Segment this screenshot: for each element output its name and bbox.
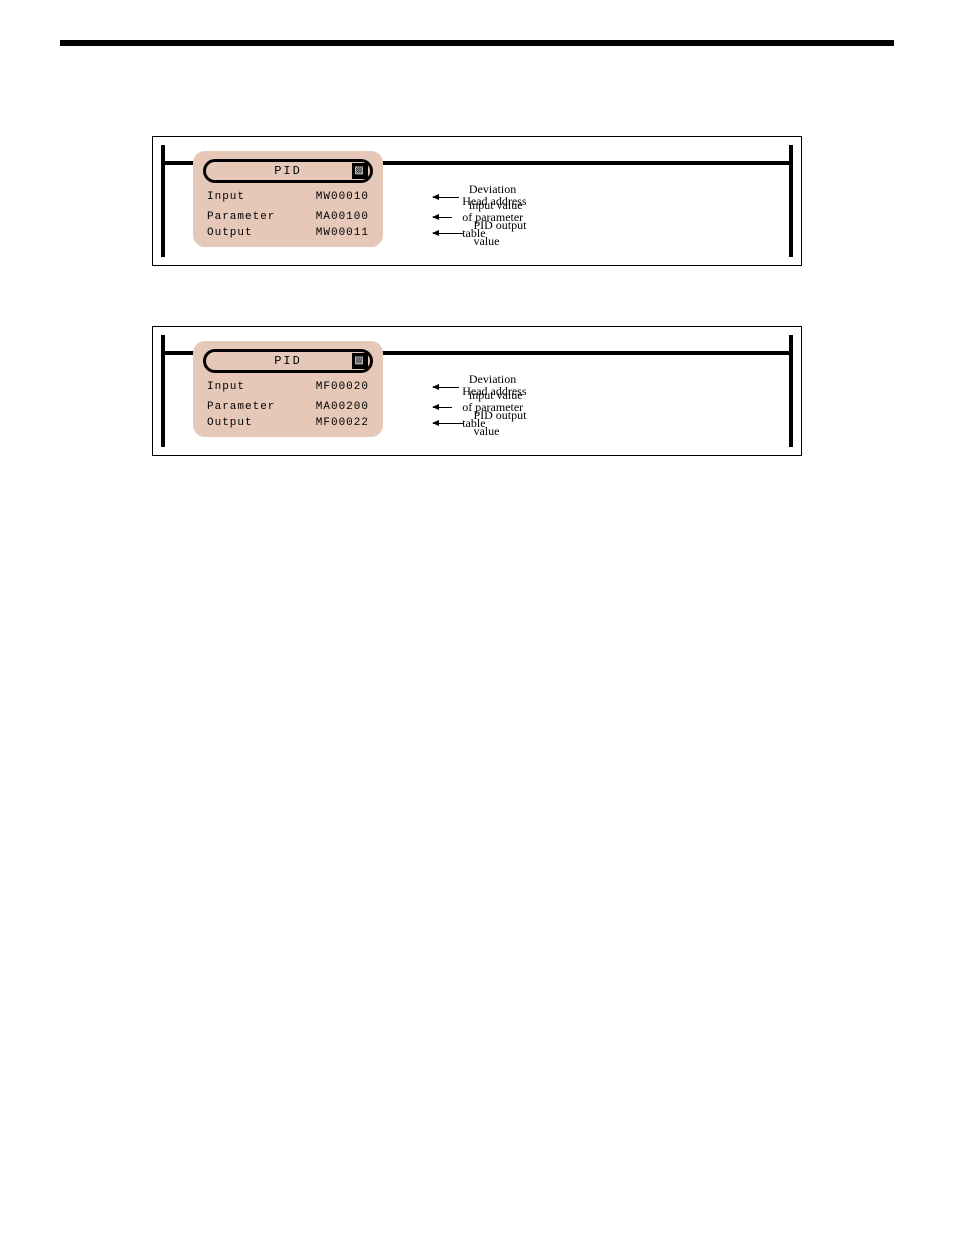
param-key: Input bbox=[207, 379, 245, 395]
arrow-left-icon bbox=[433, 407, 452, 408]
arrow-left-icon bbox=[433, 423, 463, 424]
diagram-frame: PID ▨ Input MW00010 Parameter MA00100 Ou… bbox=[152, 136, 802, 266]
function-block: PID ▨ Input MW00010 Parameter MA00100 Ou… bbox=[203, 159, 373, 243]
annotation-column: Deviation input value Head address of pa… bbox=[433, 379, 533, 431]
param-key: Output bbox=[207, 225, 253, 241]
param-key: Parameter bbox=[207, 399, 275, 415]
param-value: MW00011 bbox=[316, 225, 369, 241]
annotation: PID output value bbox=[433, 225, 533, 241]
block-title-pill: PID ▨ bbox=[203, 159, 373, 183]
param-row: Input MW00010 bbox=[207, 189, 369, 205]
param-row: Parameter MA00200 bbox=[207, 399, 369, 415]
expand-icon: ▨ bbox=[352, 163, 368, 179]
param-value: MF00022 bbox=[316, 415, 369, 431]
function-block: PID ▨ Input MF00020 Parameter MA00200 Ou… bbox=[203, 349, 373, 433]
block-title: PID bbox=[274, 164, 302, 178]
param-value: MW00010 bbox=[316, 189, 369, 205]
page: PID ▨ Input MW00010 Parameter MA00100 Ou… bbox=[0, 0, 954, 456]
param-value: MA00100 bbox=[316, 209, 369, 225]
block-title-pill: PID ▨ bbox=[203, 349, 373, 373]
arrow-left-icon bbox=[433, 233, 463, 234]
param-key: Parameter bbox=[207, 209, 275, 225]
annotation-column: Deviation input value Head address of pa… bbox=[433, 189, 533, 241]
param-key: Output bbox=[207, 415, 253, 431]
power-rail-right bbox=[789, 335, 793, 447]
block-params: Input MF00020 Parameter MA00200 Output M… bbox=[203, 373, 373, 433]
param-key: Input bbox=[207, 189, 245, 205]
block-title: PID bbox=[274, 354, 302, 368]
diagram-frame: PID ▨ Input MF00020 Parameter MA00200 Ou… bbox=[152, 326, 802, 456]
expand-icon: ▨ bbox=[352, 353, 368, 369]
annotation-text: PID output value bbox=[473, 217, 533, 249]
annotation: PID output value bbox=[433, 415, 533, 431]
param-row: Output MF00022 bbox=[207, 415, 369, 431]
top-rule bbox=[60, 40, 894, 46]
ladder-diagram: PID ▨ Input MF00020 Parameter MA00200 Ou… bbox=[152, 326, 802, 456]
param-value: MA00200 bbox=[316, 399, 369, 415]
param-row: Parameter MA00100 bbox=[207, 209, 369, 225]
ladder-diagram: PID ▨ Input MW00010 Parameter MA00100 Ou… bbox=[152, 136, 802, 266]
power-rail-right bbox=[789, 145, 793, 257]
param-row: Output MW00011 bbox=[207, 225, 369, 241]
annotation-text: PID output value bbox=[473, 407, 533, 439]
block-params: Input MW00010 Parameter MA00100 Output M… bbox=[203, 183, 373, 243]
param-row: Input MF00020 bbox=[207, 379, 369, 395]
arrow-left-icon bbox=[433, 197, 459, 198]
arrow-left-icon bbox=[433, 387, 459, 388]
param-value: MF00020 bbox=[316, 379, 369, 395]
arrow-left-icon bbox=[433, 217, 452, 218]
